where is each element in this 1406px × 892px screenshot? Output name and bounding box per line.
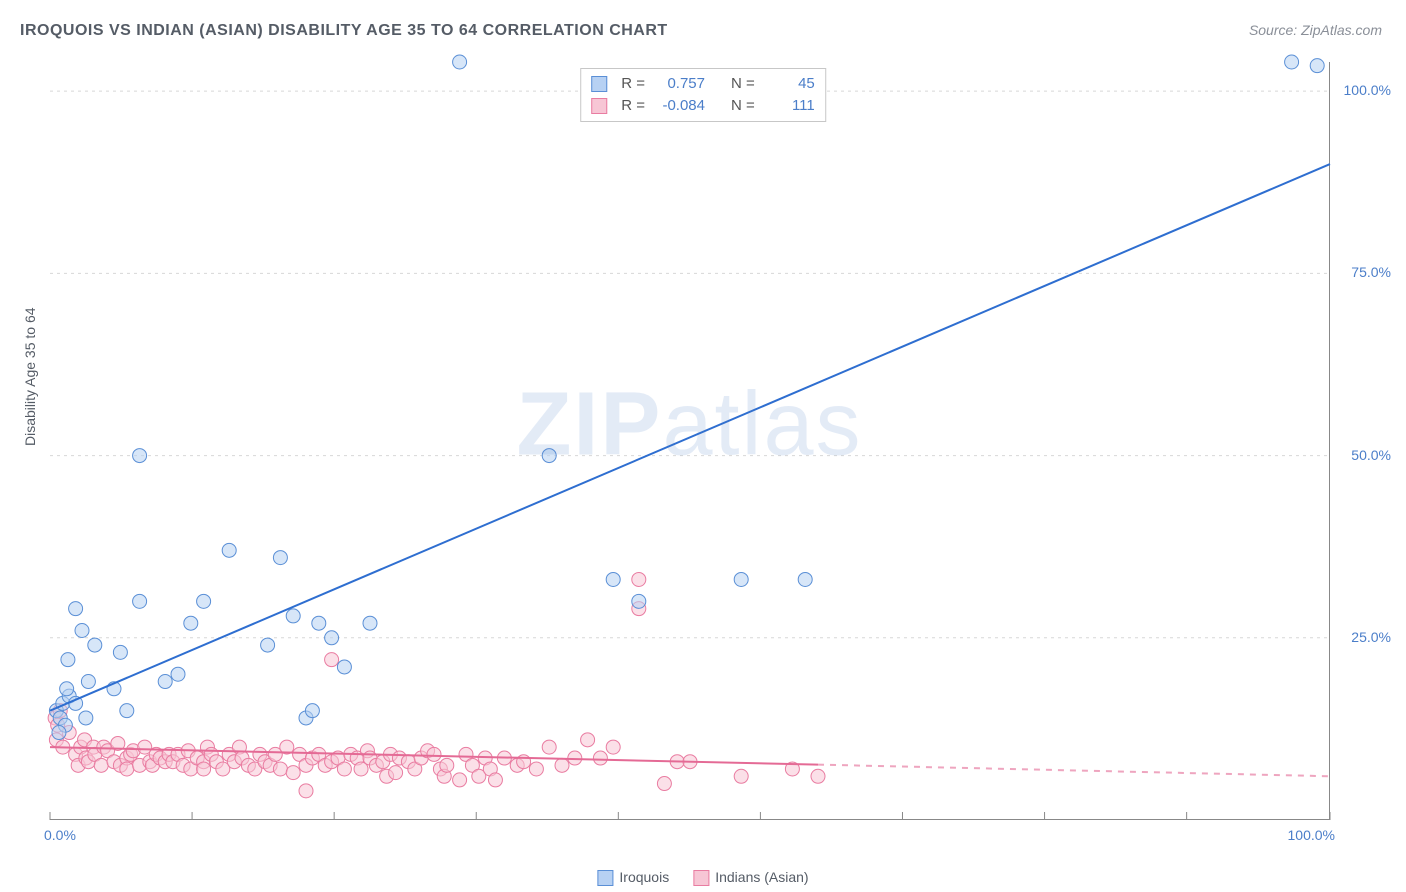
y-tick-label: 25.0% [1351,629,1391,645]
x-tick-label-max: 100.0% [1288,827,1335,843]
n-label: N = [731,95,755,117]
source-name: ZipAtlas.com [1301,22,1382,38]
plot-area: ZIPatlas 25.0%50.0%75.0%100.0% 0.0% 100.… [50,62,1330,820]
n-label: N = [731,73,755,95]
stat-row: R = -0.084 N = 111 [591,95,815,117]
y-tick-label: 75.0% [1351,264,1391,280]
x-tick-label-min: 0.0% [44,827,76,843]
legend-swatch [597,870,613,886]
n-value: 45 [763,73,815,95]
legend-item: Indians (Asian) [693,869,808,886]
chart-title: IROQUOIS VS INDIAN (ASIAN) DISABILITY AG… [20,22,668,40]
chart-container: IROQUOIS VS INDIAN (ASIAN) DISABILITY AG… [0,0,1406,892]
y-axis-label: Disability Age 35 to 64 [22,307,38,446]
stat-row: R = 0.757 N = 45 [591,73,815,95]
y-tick-label: 50.0% [1351,447,1391,463]
legend-label: Indians (Asian) [715,869,808,885]
legend-item: Iroquois [597,869,669,886]
r-value: -0.084 [653,95,705,117]
r-label: R = [621,73,645,95]
chart-svg [50,62,1329,819]
legend-swatch [591,76,607,92]
y-tick-label: 100.0% [1344,82,1391,98]
r-value: 0.757 [653,73,705,95]
series-legend: Iroquois Indians (Asian) [597,869,808,886]
legend-swatch [693,870,709,886]
legend-swatch [591,98,607,114]
n-value: 111 [763,95,815,117]
r-label: R = [621,95,645,117]
source-attribution: Source: ZipAtlas.com [1249,22,1382,38]
correlation-legend: R = 0.757 N = 45 R = -0.084 N = 111 [580,68,826,122]
legend-label: Iroquois [619,869,669,885]
source-prefix: Source: [1249,22,1301,38]
